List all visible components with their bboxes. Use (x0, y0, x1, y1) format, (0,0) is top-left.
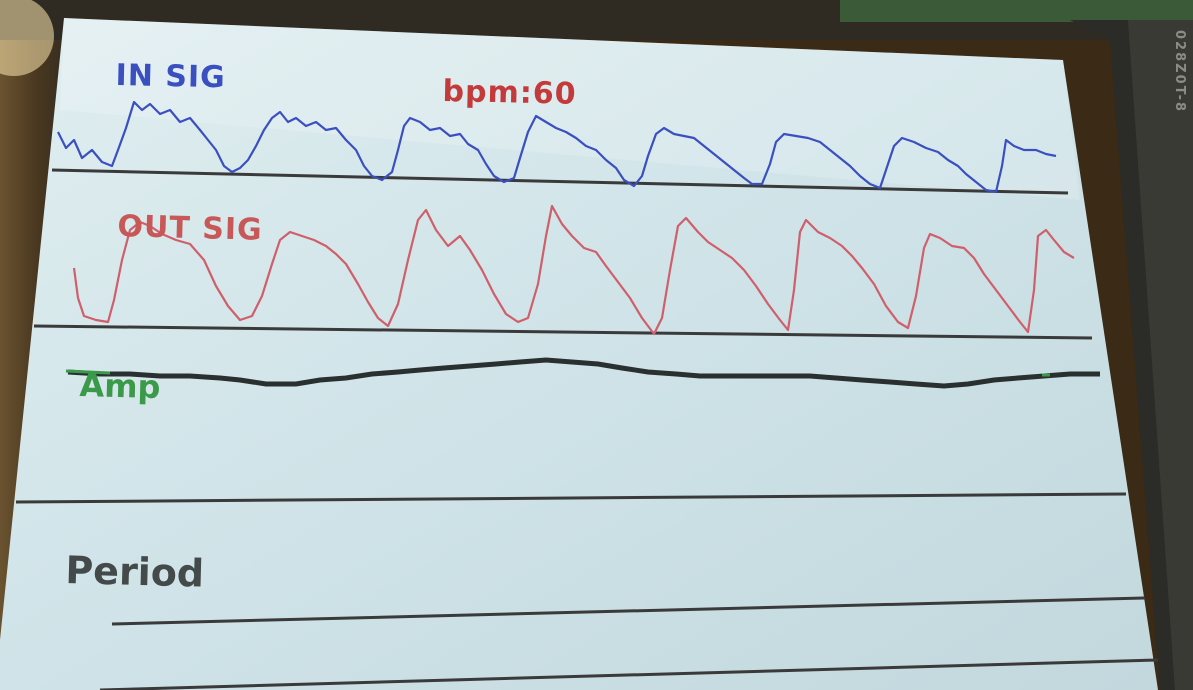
out-signal-trace (72, 204, 1075, 336)
divider-5 (99, 658, 1159, 690)
out-signal-label: OUT SIG (117, 209, 264, 248)
amp-trace-accent (65, 369, 1050, 377)
amp-label: Amp (79, 366, 161, 407)
pcb-right-edge (1128, 20, 1193, 690)
divider-3 (15, 492, 1127, 504)
pcb-model-text: 028Z0T-8 (1172, 30, 1187, 114)
in-signal-label: IN SIG (115, 58, 227, 96)
amp-trace (67, 357, 1100, 389)
divider-1 (51, 168, 1069, 195)
divider-2 (33, 324, 1093, 340)
lcd-screen (0, 18, 1158, 690)
lcd-glare (60, 18, 1080, 200)
pcb-top-right (840, 0, 1193, 22)
in-signal-trace (57, 100, 1057, 194)
bpm-readout: bpm:60 (442, 74, 577, 112)
light-glare (0, 0, 54, 76)
period-label: Period (64, 548, 205, 596)
divider-4 (111, 596, 1146, 626)
